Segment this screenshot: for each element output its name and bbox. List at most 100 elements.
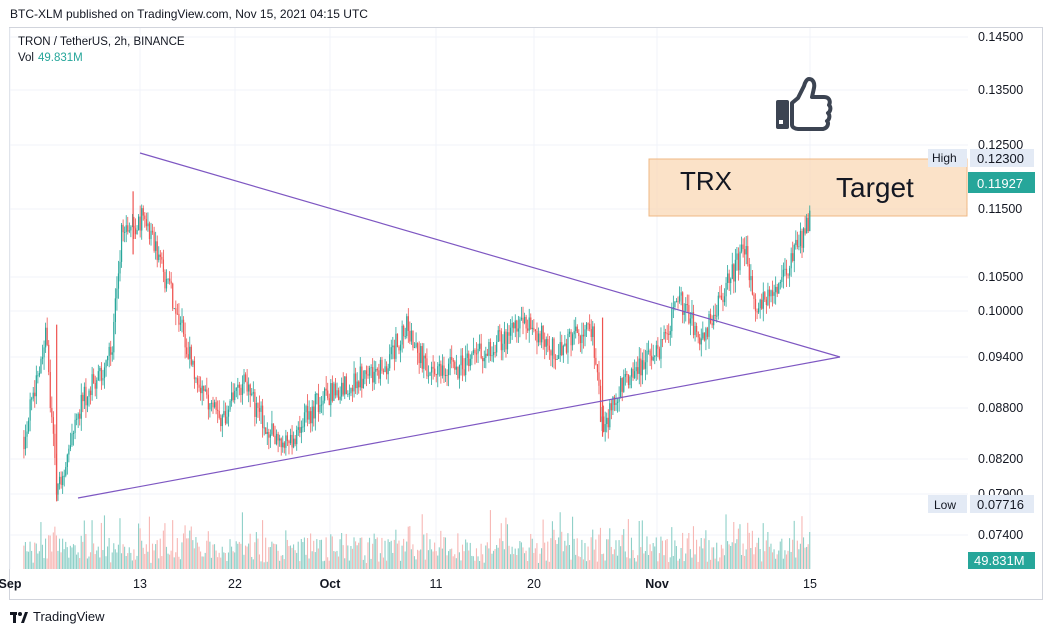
volume-bar [82, 541, 84, 569]
volume-bar [807, 544, 809, 569]
volume-bar [485, 545, 487, 569]
volume-bar [723, 555, 726, 569]
candle-body [576, 326, 578, 334]
volume-bar [403, 538, 405, 569]
time-tick-label: 11 [430, 577, 443, 591]
volume-bar [469, 542, 471, 569]
candle-body [110, 346, 112, 355]
candle-body [314, 393, 316, 419]
candle-body [248, 384, 250, 392]
volume-bar [65, 541, 67, 569]
volume-bar [558, 537, 560, 569]
candle-body [243, 374, 245, 384]
volume-bar [801, 516, 803, 569]
candle-body [590, 329, 592, 338]
volume-bar [579, 557, 581, 569]
volume-bar [719, 557, 721, 569]
volume-bar [806, 546, 808, 569]
candle-body [463, 369, 465, 376]
candle-body [680, 292, 682, 296]
candle-body [750, 276, 752, 281]
volume-bar [511, 546, 513, 569]
candle-body [564, 343, 566, 346]
candle-body [272, 423, 275, 436]
volume-bar [771, 552, 774, 569]
volume-bar [703, 538, 705, 569]
footer-brand[interactable]: TradingView [10, 609, 105, 624]
candle-body [296, 429, 298, 445]
volume-bar [151, 543, 154, 569]
candle-body [714, 314, 716, 316]
volume-bar [570, 559, 572, 569]
volume-bar [396, 543, 398, 569]
candle-body [407, 316, 409, 331]
candle-body [122, 224, 124, 233]
candle-body [661, 339, 664, 341]
candle-body [306, 406, 309, 420]
volume-bar [125, 556, 127, 569]
candle-body [34, 392, 36, 397]
volume-bar [709, 559, 712, 569]
candle-body [45, 327, 47, 348]
candle-body [412, 330, 414, 348]
volume-bar [497, 547, 499, 569]
candle-body [809, 210, 811, 232]
volume-bar [138, 523, 140, 569]
candle-body [283, 442, 285, 448]
candle-body [762, 292, 764, 309]
price-tick-label: 0.11500 [978, 202, 1022, 216]
volume-bar [733, 522, 735, 569]
candle-body [556, 358, 558, 360]
volume-bar [680, 547, 682, 569]
volume-bar [616, 555, 619, 569]
candle-body [471, 353, 473, 359]
time-tick-label: 22 [228, 577, 242, 591]
volume-bar [541, 548, 543, 569]
volume-bar [651, 551, 653, 569]
volume-bar [113, 543, 115, 569]
candle-body [435, 374, 437, 376]
volume-bar [324, 560, 326, 569]
volume-bar [291, 547, 293, 569]
candle-body [668, 333, 670, 335]
volume-bar [612, 554, 614, 569]
last-price-value: 0.11927 [977, 176, 1023, 191]
candle-body [417, 343, 419, 353]
candle-body [465, 357, 467, 376]
volume-bar [275, 544, 278, 569]
candle-body [217, 409, 219, 411]
candle-body [359, 366, 361, 388]
candle-body [530, 317, 532, 329]
volume-bar [457, 533, 459, 569]
volume-bar [657, 561, 659, 569]
candle-body [612, 396, 614, 411]
candle-body [696, 325, 698, 332]
candle-body [379, 359, 382, 379]
candle-body [565, 343, 568, 353]
candle-body [747, 246, 749, 265]
volume-bar [319, 540, 321, 569]
volume-bar [406, 541, 408, 569]
candle-body [466, 353, 468, 358]
candle-body [711, 323, 713, 326]
volume-bar [337, 556, 340, 569]
candle-body [356, 381, 358, 389]
candle-body [519, 319, 521, 329]
candle-body [226, 416, 228, 424]
candle-body [697, 331, 699, 338]
candle-body [550, 350, 552, 356]
volume-bar [268, 547, 270, 569]
candle-body [268, 432, 270, 438]
candle-body [542, 325, 544, 340]
candle-body [767, 289, 769, 305]
candle-body [223, 411, 225, 416]
volume-bar [438, 547, 440, 569]
candle-body [299, 427, 301, 433]
volume-bar [283, 559, 285, 569]
candle-body [637, 367, 639, 374]
candle-body [77, 413, 79, 419]
candle-body [778, 283, 780, 294]
volume-bar [671, 527, 673, 569]
candle-body [103, 367, 106, 379]
